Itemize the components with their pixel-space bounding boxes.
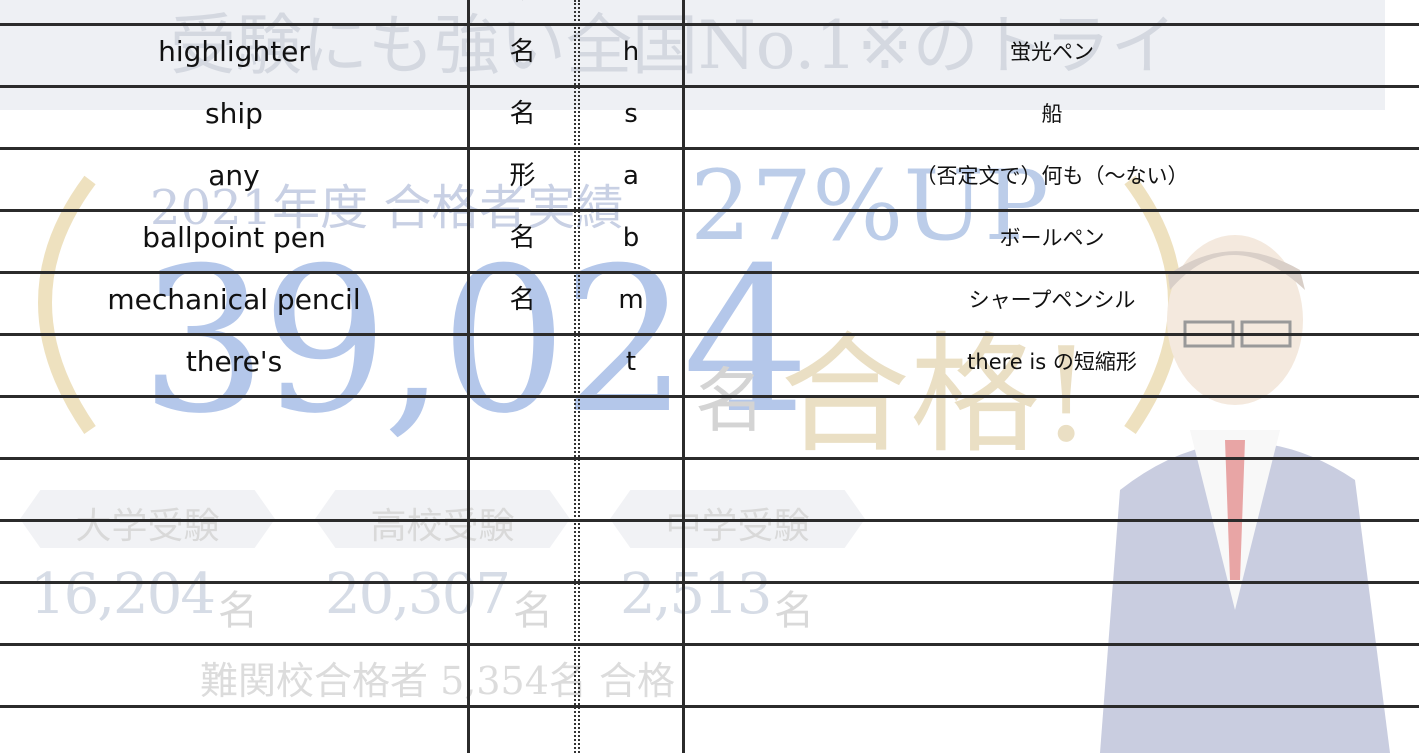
row-divider xyxy=(0,643,1419,646)
row-divider xyxy=(0,581,1419,584)
category-label: 高校受験 xyxy=(370,506,515,547)
year-label: 2021年度 合格者実績 xyxy=(150,180,624,236)
part-of-speech: 名 xyxy=(509,223,536,253)
row-divider xyxy=(0,457,1419,460)
column-divider xyxy=(467,0,470,753)
total-unit: 名 xyxy=(695,360,765,442)
row-divider xyxy=(0,519,1419,522)
footnote: 難関校合格者 5,354名 合格 xyxy=(200,659,675,703)
part-of-speech: 形 xyxy=(509,161,536,191)
total: 39,024 xyxy=(140,225,810,458)
word: mechanical pencil xyxy=(107,283,361,316)
column-divider xyxy=(682,0,685,753)
headline-band xyxy=(0,0,1385,110)
row-divider xyxy=(0,333,1419,336)
category-count: 16,204 xyxy=(30,562,216,627)
meaning: there is の短縮形 xyxy=(967,350,1137,374)
initial: b xyxy=(622,223,640,253)
row-divider xyxy=(0,705,1419,708)
row-divider xyxy=(0,395,1419,398)
meaning: （否定文で）何も（～ない） xyxy=(915,164,1189,188)
row-divider xyxy=(0,23,1419,26)
row-divider xyxy=(0,85,1419,88)
category-unit: 名 xyxy=(218,588,258,634)
category-unit: 名 xyxy=(774,588,814,634)
initial: h xyxy=(622,37,640,67)
word: check xyxy=(0,0,468,24)
initial: s xyxy=(624,99,638,129)
word: ship xyxy=(205,97,263,130)
meaning: シャープペンシル xyxy=(968,288,1136,312)
word: ballpoint pen xyxy=(142,221,326,254)
meaning: ボールペン xyxy=(999,226,1105,250)
column-divider xyxy=(574,0,576,753)
initial: t xyxy=(625,347,637,377)
category-unit: 名 xyxy=(513,588,553,634)
part-of-speech: 名 xyxy=(509,37,536,67)
meaning: 船 xyxy=(1041,102,1063,126)
initial: m xyxy=(618,285,644,315)
category-label: 中学受験 xyxy=(665,506,810,547)
category-count: 20,307 xyxy=(325,562,511,627)
word: there's xyxy=(185,345,283,378)
category-count: 2,513 xyxy=(620,562,772,627)
category-label: 大学受験 xyxy=(75,506,220,547)
column-divider xyxy=(578,0,580,753)
headline: 受験にも強い全国No.1※のトライ xyxy=(170,7,1177,84)
initial: a xyxy=(623,161,639,191)
growth: 27%UP xyxy=(690,150,1049,262)
meaning: 蛍光ペン xyxy=(1010,40,1094,64)
part-of-speech: 名 xyxy=(509,99,536,129)
word: any xyxy=(208,159,260,192)
row-divider xyxy=(0,209,1419,212)
row-divider xyxy=(0,147,1419,150)
part-of-speech: 名 xyxy=(509,285,536,315)
part-of-speech xyxy=(470,334,575,396)
word: highlighter xyxy=(158,35,310,68)
row-divider xyxy=(0,271,1419,274)
initial: c xyxy=(580,0,682,24)
part-of-speech: 動 xyxy=(470,0,575,24)
